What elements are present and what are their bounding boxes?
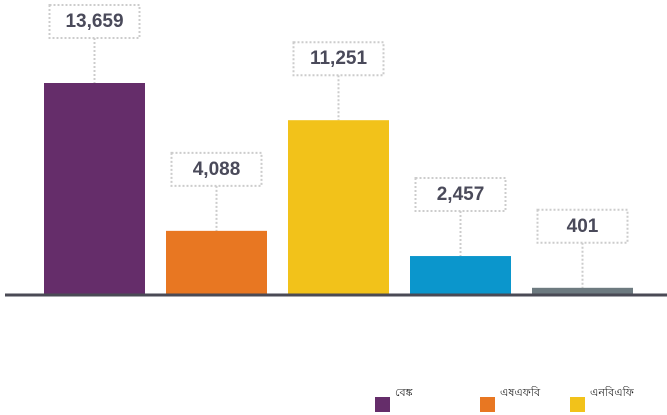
bar bbox=[532, 287, 633, 294]
legend-label: এনবিএফি bbox=[590, 386, 635, 399]
legend-swatch bbox=[480, 397, 495, 412]
bar bbox=[166, 230, 267, 294]
value-label: 4,088 bbox=[193, 159, 241, 180]
value-label: 2,457 bbox=[437, 184, 485, 205]
label-box bbox=[414, 177, 507, 213]
label-box bbox=[292, 41, 385, 77]
label-box bbox=[170, 151, 263, 187]
bar bbox=[44, 83, 145, 294]
value-label: 13,659 bbox=[65, 11, 123, 32]
bar bbox=[410, 256, 511, 294]
legend-swatch bbox=[375, 397, 390, 412]
value-label: 401 bbox=[567, 216, 599, 237]
legend-label: বেঙ্ক bbox=[395, 387, 414, 399]
legend-label: এষএফবি bbox=[500, 386, 541, 399]
value-label: 11,251 bbox=[310, 48, 367, 69]
label-box bbox=[48, 4, 141, 39]
label-box bbox=[536, 208, 629, 244]
bar bbox=[288, 120, 389, 295]
legend-swatch bbox=[570, 397, 585, 412]
